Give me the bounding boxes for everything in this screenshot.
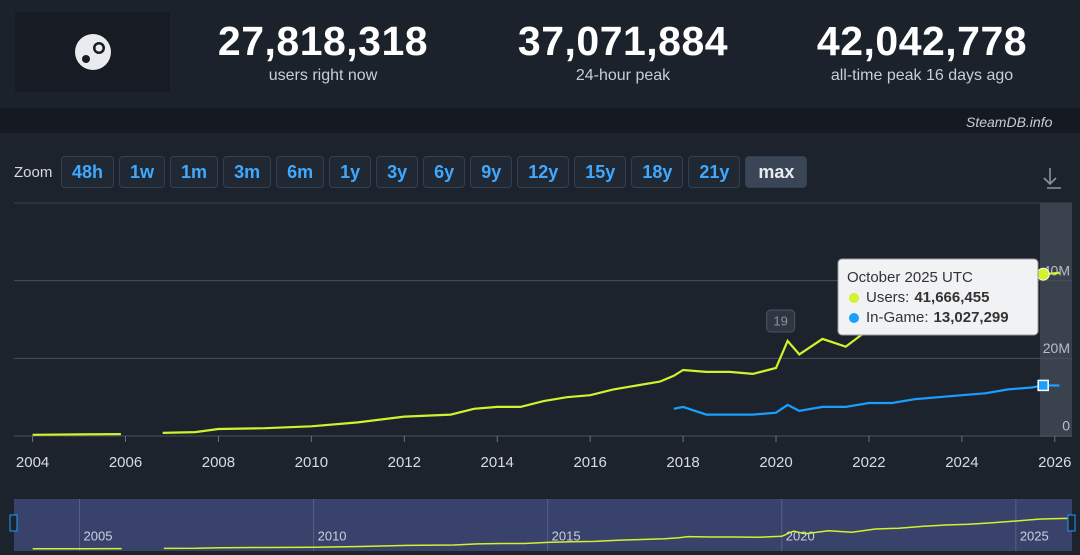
navigator-handle[interactable]: [1067, 514, 1076, 532]
stat: 42,042,778 all-time peak 16 days ago: [772, 18, 1072, 85]
tooltip-row: Users: 41,666,455: [866, 289, 989, 306]
navigator-label: 2010: [318, 528, 347, 543]
stat-value: 42,042,778: [816, 18, 1028, 64]
annotation: 19: [773, 313, 787, 328]
tooltip-box: [837, 258, 1039, 336]
stat: 37,071,884 24-hour peak: [473, 18, 773, 85]
logo[interactable]: [15, 12, 170, 92]
zoom-button[interactable]: 6y: [423, 156, 466, 188]
zoom-button[interactable]: 48h: [61, 156, 115, 188]
zoom-buttons: 48h 1w 1m 3m 6m 1y 3y 6y 9y 12y 15y 18y 21y max: [61, 156, 808, 188]
zoom-button[interactable]: 18y: [631, 156, 684, 188]
stat-label: users right now: [268, 67, 378, 84]
tooltip-value: 13,027,299: [934, 309, 1009, 326]
divider: [0, 108, 1080, 133]
navigator-label: 2020: [786, 528, 815, 543]
zoom-button[interactable]: 6m: [276, 156, 325, 188]
steam-icon: [75, 34, 111, 70]
zoom-button[interactable]: 3y: [376, 156, 419, 188]
tooltip-row: In-Game: 13,027,299: [866, 309, 1009, 326]
zoom-button[interactable]: 15y: [574, 156, 627, 188]
separator: :: [905, 289, 909, 306]
y-tick-label: 20M: [1043, 340, 1070, 356]
zoom-button[interactable]: 1w: [119, 156, 166, 188]
x-tick-label: 2018: [666, 454, 699, 471]
x-tick-label: 2008: [202, 454, 235, 471]
series-name: Users: [866, 289, 905, 306]
navigator-label: 2015: [552, 528, 581, 543]
x-tick-label: 2006: [109, 454, 142, 471]
tooltip-dot: [849, 313, 859, 323]
header: 27,818,318 users right now 37,071,884 24-h…: [0, 0, 1080, 108]
hover-point: [1036, 267, 1050, 281]
x-tick-label: 2010: [295, 454, 328, 471]
series-name: In-Game: [866, 309, 924, 326]
zoom-button[interactable]: 1y: [329, 156, 372, 188]
source[interactable]: SteamDB.info: [966, 114, 1053, 130]
navigator-label: 2025: [1020, 528, 1049, 543]
tooltip-dot: [849, 293, 859, 303]
stat-label: all-time peak 16 days ago: [830, 67, 1014, 84]
zoom-button[interactable]: 12y: [517, 156, 570, 188]
x-tick-label: 2014: [481, 454, 514, 471]
zoom-button[interactable]: 1m: [170, 156, 219, 188]
x-tick-label: 2022: [852, 454, 885, 471]
separator: :: [924, 309, 928, 326]
y-tick-label: 40M: [1043, 262, 1070, 278]
x-tick-label: 2004: [16, 454, 49, 471]
annotation-box: [766, 309, 796, 333]
stat-value: 27,818,318: [217, 18, 429, 64]
stat-label: 24-hour peak: [575, 67, 671, 84]
zoom-label: Zoom: [14, 164, 53, 181]
stat: 27,818,318 users right now: [173, 18, 473, 85]
navigator[interactable]: [14, 499, 1072, 551]
current-range: [1040, 203, 1072, 437]
zoom-button[interactable]: 21y: [688, 156, 741, 188]
zoom-button[interactable]: 9y: [470, 156, 513, 188]
x-tick-label: 2024: [945, 454, 978, 471]
navigator-handle[interactable]: [9, 514, 18, 532]
download-icon[interactable]: [1043, 168, 1061, 189]
tooltip-value: 41,666,455: [914, 289, 989, 306]
hover-point: [1037, 379, 1049, 392]
y-tick-label: 0: [1062, 418, 1070, 434]
navigator-line: [32, 517, 1068, 550]
zoom-button[interactable]: 3m: [223, 156, 272, 188]
tooltip-title: October 2025 UTC: [847, 269, 973, 286]
x-tick-label: 2016: [573, 454, 606, 471]
x-tick-label: 2012: [388, 454, 421, 471]
series-line: [673, 384, 1060, 416]
x-tick-label: 2020: [759, 454, 792, 471]
stat-value: 37,071,884: [517, 18, 729, 64]
x-tick-label: 2026: [1038, 454, 1071, 471]
series-line: [32, 271, 1060, 436]
zoom-button[interactable]: max: [745, 156, 808, 188]
navigator-label: 2005: [84, 528, 113, 543]
